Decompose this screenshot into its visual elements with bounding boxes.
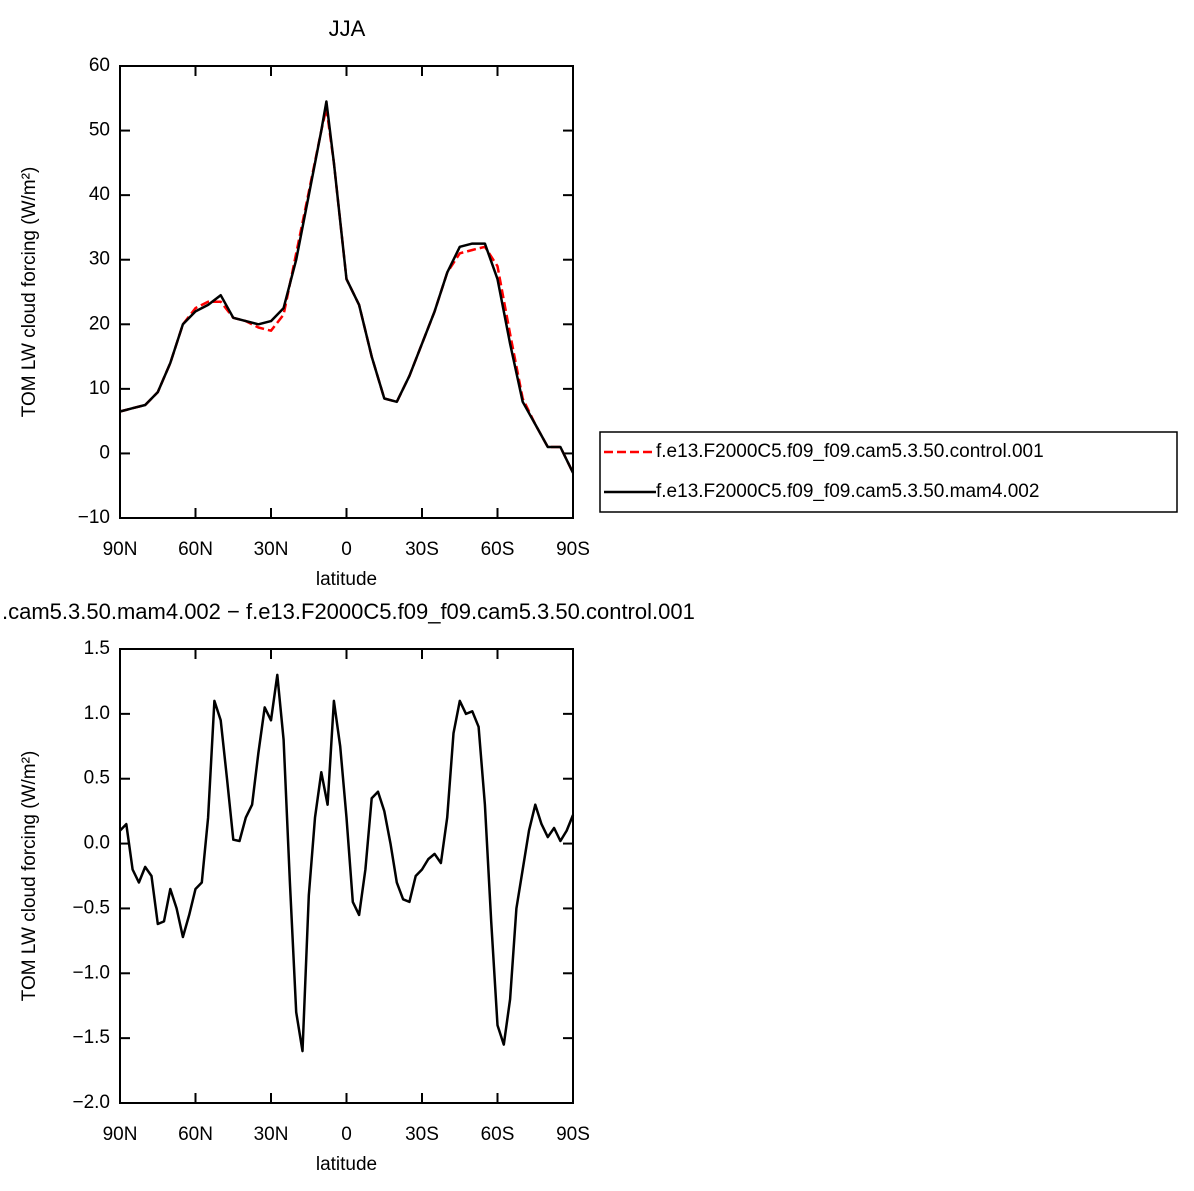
y-tick-label: 0.5 [84, 768, 110, 789]
plot-frame [119, 65, 574, 519]
x-axis-label: latitude [316, 1154, 377, 1175]
x-tick-label: 90S [556, 1124, 590, 1145]
x-tick-label: 30S [405, 1124, 439, 1145]
chart-title: .cam5.3.50.mam4.002 − f.e13.F2000C5.f09_… [2, 599, 695, 624]
x-tick-label: 0 [341, 539, 352, 560]
x-tick-label: 60S [481, 539, 515, 560]
y-axis-label: TOM LW cloud forcing (W/m²) [19, 751, 40, 1002]
legend-box [599, 431, 1178, 513]
y-axis-label: TOM LW cloud forcing (W/m²) [19, 167, 40, 418]
series-line [119, 673, 575, 1053]
x-tick-label: 60N [178, 1124, 213, 1145]
y-tick-label: 1.5 [84, 638, 110, 659]
y-tick-label: 20 [89, 313, 110, 334]
x-tick-label: 60N [178, 539, 213, 560]
plot-frame [119, 648, 574, 1104]
y-tick-label: −10 [78, 507, 110, 528]
x-tick-label: 90N [103, 539, 138, 560]
y-tick-label: 50 [89, 120, 110, 141]
y-tick-label: 0.0 [84, 833, 110, 854]
x-tick-label: 90N [103, 1124, 138, 1145]
x-tick-label: 0 [341, 1124, 352, 1145]
y-tick-label: 60 [89, 55, 110, 76]
series-line [119, 106, 575, 474]
x-tick-label: 30N [254, 539, 289, 560]
y-tick-label: −1.5 [72, 1027, 110, 1048]
y-tick-label: 40 [89, 184, 110, 205]
y-tick-label: 30 [89, 249, 110, 270]
chart-title: JJA [329, 16, 366, 41]
x-tick-label: 30N [254, 1124, 289, 1145]
y-tick-label: −2.0 [72, 1092, 110, 1113]
x-axis-label: latitude [316, 569, 377, 590]
y-tick-label: −1.0 [72, 962, 110, 983]
x-tick-label: 60S [481, 1124, 515, 1145]
legend-label: f.e13.F2000C5.f09_f09.cam5.3.50.control.… [656, 441, 1044, 462]
y-tick-label: 10 [89, 378, 110, 399]
legend-label: f.e13.F2000C5.f09_f09.cam5.3.50.mam4.002 [656, 481, 1039, 502]
x-tick-label: 90S [556, 539, 590, 560]
y-tick-label: 0 [99, 442, 110, 463]
y-tick-label: −0.5 [72, 897, 110, 918]
series-line [119, 100, 575, 474]
y-tick-label: 1.0 [84, 703, 110, 724]
x-tick-label: 30S [405, 539, 439, 560]
